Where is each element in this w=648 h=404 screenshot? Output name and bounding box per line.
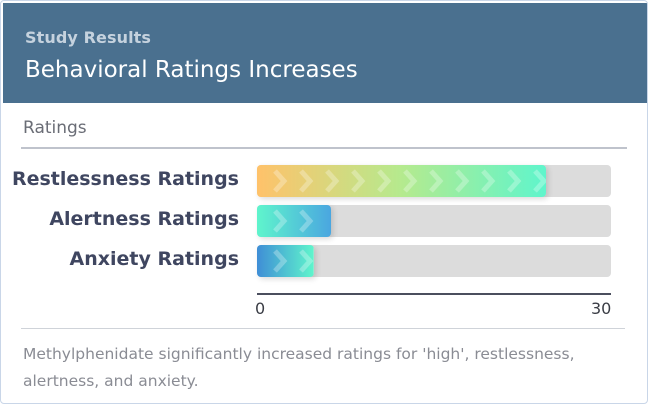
card-header: Study Results Behavioral Ratings Increas… [3, 3, 647, 103]
chart-title: Behavioral Ratings Increases [25, 57, 358, 83]
category-label: Alertness Ratings [49, 208, 239, 230]
section-divider [21, 147, 627, 149]
bar-graphic [257, 165, 547, 197]
bar-graphic [257, 205, 332, 237]
category-label: Restlessness Ratings [11, 168, 239, 190]
bar-track [257, 205, 611, 237]
category-label: Anxiety Ratings [69, 248, 239, 270]
chart-caption: Methylphenidate significantly increased … [23, 345, 575, 390]
x-tick-label-min: 0 [255, 299, 266, 318]
bar [257, 245, 314, 277]
bar [257, 205, 332, 237]
x-tick-label-max: 30 [591, 299, 612, 318]
bar-track [257, 245, 611, 277]
caption-divider [21, 328, 625, 329]
bar-track [257, 165, 611, 197]
bar-graphic [257, 245, 314, 277]
x-axis-line [257, 293, 611, 295]
section-label: Ratings [23, 118, 87, 138]
bar [257, 165, 547, 197]
header-kicker: Study Results [25, 28, 152, 47]
